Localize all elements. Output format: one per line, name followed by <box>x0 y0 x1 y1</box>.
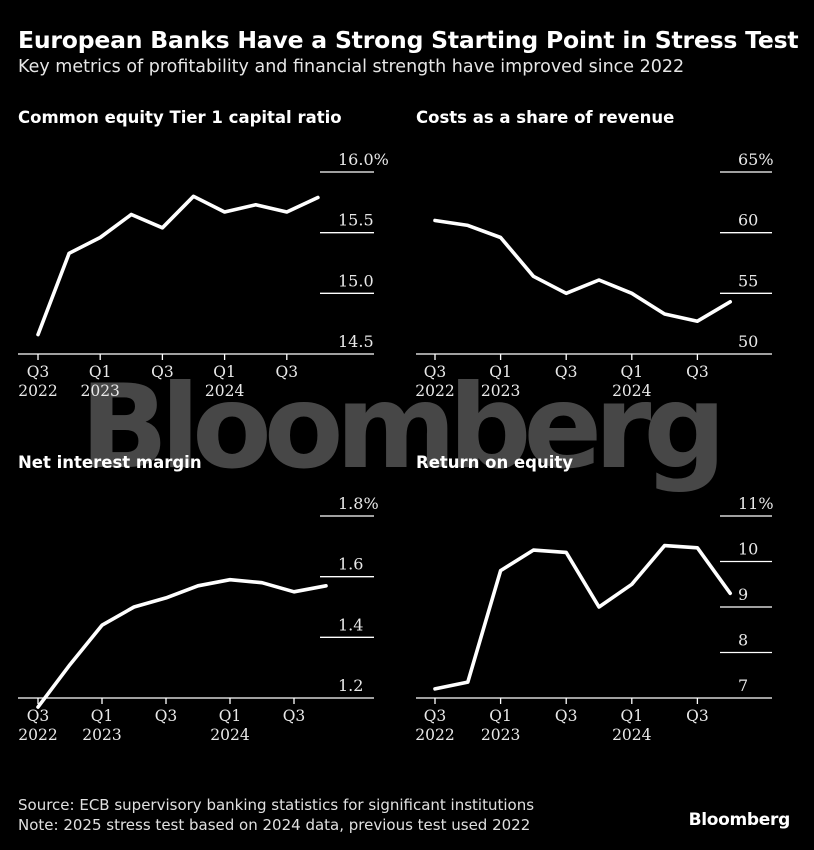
x-tick-label: Q3 <box>27 363 50 381</box>
page-title: European Banks Have a Strong Starting Po… <box>18 26 799 54</box>
x-tick-year-label: 2023 <box>481 726 520 744</box>
y-tick-label: 8 <box>738 631 748 650</box>
chart-panel-2: Costs as a share of revenue50556065%Q320… <box>415 108 773 400</box>
y-tick-label: 60 <box>738 211 758 230</box>
x-tick-label: Q3 <box>283 707 306 725</box>
y-tick-label: 16.0% <box>338 150 389 169</box>
chart-title: Net interest margin <box>18 453 202 472</box>
x-tick-year-label: 2023 <box>481 382 520 400</box>
series-line <box>36 194 320 337</box>
x-tick-label: Q3 <box>424 707 447 725</box>
x-tick-year-label: 2024 <box>612 382 652 400</box>
series-line <box>433 543 733 691</box>
x-tick-year-label: 2024 <box>205 382 245 400</box>
watermark-logo: Bloomberg <box>80 360 726 495</box>
x-tick-year-label: 2023 <box>82 726 121 744</box>
chart-title: Return on equity <box>416 453 573 472</box>
y-tick-label: 50 <box>738 332 758 351</box>
methodology-note: Note: 2025 stress test based on 2024 dat… <box>18 816 531 834</box>
x-tick-label: Q3 <box>686 707 709 725</box>
chart-title: Common equity Tier 1 capital ratio <box>18 108 342 127</box>
x-tick-label: Q3 <box>555 707 578 725</box>
y-tick-label: 9 <box>738 585 748 604</box>
x-tick-year-label: 2022 <box>18 726 57 744</box>
x-tick-label: Q1 <box>219 707 242 725</box>
chart-panel-3: Net interest margin1.21.41.61.8%Q32022Q1… <box>18 453 379 744</box>
x-tick-label: Q1 <box>89 363 112 381</box>
x-tick-label: Q3 <box>151 363 174 381</box>
chart-panel-1: Common equity Tier 1 capital ratio 14.5 15… <box>18 108 389 400</box>
x-tick-label: Q1 <box>489 707 512 725</box>
y-tick-label: 15.0 <box>338 271 374 290</box>
series-line <box>433 218 733 324</box>
x-tick-label: Q3 <box>276 363 299 381</box>
x-tick-label: Q1 <box>621 363 644 381</box>
page-subtitle: Key metrics of profitability and financi… <box>18 57 685 77</box>
series-line <box>36 577 328 709</box>
x-tick-label: Q1 <box>91 707 114 725</box>
x-tick-year-label: 2024 <box>210 726 250 744</box>
x-tick-label: Q1 <box>489 363 512 381</box>
x-tick-year-label: 2022 <box>415 382 454 400</box>
x-tick-year-label: 2022 <box>415 726 454 744</box>
x-tick-year-label: 2022 <box>18 382 57 400</box>
y-tick-label: 14.5 <box>338 332 374 351</box>
x-tick-label: Q1 <box>621 707 644 725</box>
x-tick-label: Q3 <box>686 363 709 381</box>
x-tick-label: Q3 <box>27 707 50 725</box>
x-tick-year-label: 2024 <box>612 726 652 744</box>
chart-title: Costs as a share of revenue <box>416 108 674 127</box>
x-tick-label: Q3 <box>155 707 178 725</box>
y-tick-label: 55 <box>738 271 758 290</box>
footer: Source: ECB supervisory banking statisti… <box>18 795 534 835</box>
y-tick-label: 1.8% <box>338 494 379 513</box>
y-tick-label: 1.4 <box>338 615 363 634</box>
x-tick-label: Q1 <box>213 363 236 381</box>
x-tick-label: Q3 <box>424 363 447 381</box>
y-tick-label: 11% <box>738 494 774 513</box>
y-tick-label: 15.5 <box>338 211 374 230</box>
y-tick-label: 10 <box>738 540 758 559</box>
x-tick-label: Q3 <box>555 363 578 381</box>
x-tick-year-label: 2023 <box>80 382 119 400</box>
y-tick-label: 1.6 <box>338 555 363 574</box>
y-tick-label: 65% <box>738 150 774 169</box>
y-tick-label: 7 <box>738 676 748 695</box>
y-tick-label: 1.2 <box>338 676 363 695</box>
brand-logo: Bloomberg <box>688 810 791 830</box>
source-note: Source: ECB supervisory banking statisti… <box>18 796 535 814</box>
